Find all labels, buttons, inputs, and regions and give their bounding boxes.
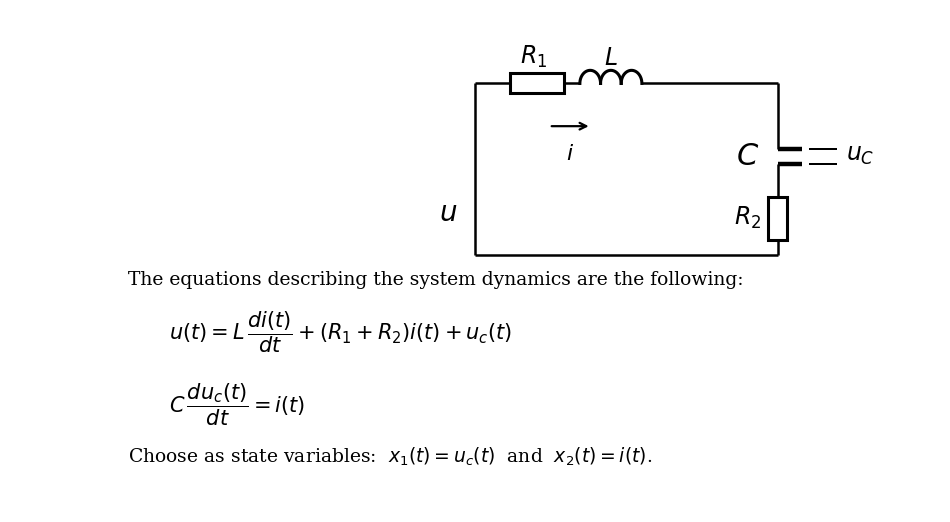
Text: $R_2$: $R_2$ xyxy=(734,205,762,231)
Text: $u$: $u$ xyxy=(439,200,457,227)
Text: $L$: $L$ xyxy=(604,45,618,69)
Text: The equations describing the system dynamics are the following:: The equations describing the system dyna… xyxy=(128,270,744,289)
Text: $C\,\dfrac{du_c(t)}{dt} = i(t)$: $C\,\dfrac{du_c(t)}{dt} = i(t)$ xyxy=(169,382,305,428)
Text: $C$: $C$ xyxy=(736,141,760,172)
Text: $i$: $i$ xyxy=(566,143,574,165)
Text: $u_C$: $u_C$ xyxy=(846,143,875,167)
Bar xyxy=(769,197,787,240)
Text: $u(t) = L\,\dfrac{di(t)}{dt}+(R_1+R_2)i(t)+u_c(t)$: $u(t) = L\,\dfrac{di(t)}{dt}+(R_1+R_2)i(… xyxy=(169,309,512,354)
Text: Choose as state variables:  $x_1(t)=u_c(t)$  and  $x_2(t)=i(t)$.: Choose as state variables: $x_1(t)=u_c(t… xyxy=(128,445,653,468)
Text: $R_1$: $R_1$ xyxy=(520,43,547,69)
Bar xyxy=(510,74,564,93)
